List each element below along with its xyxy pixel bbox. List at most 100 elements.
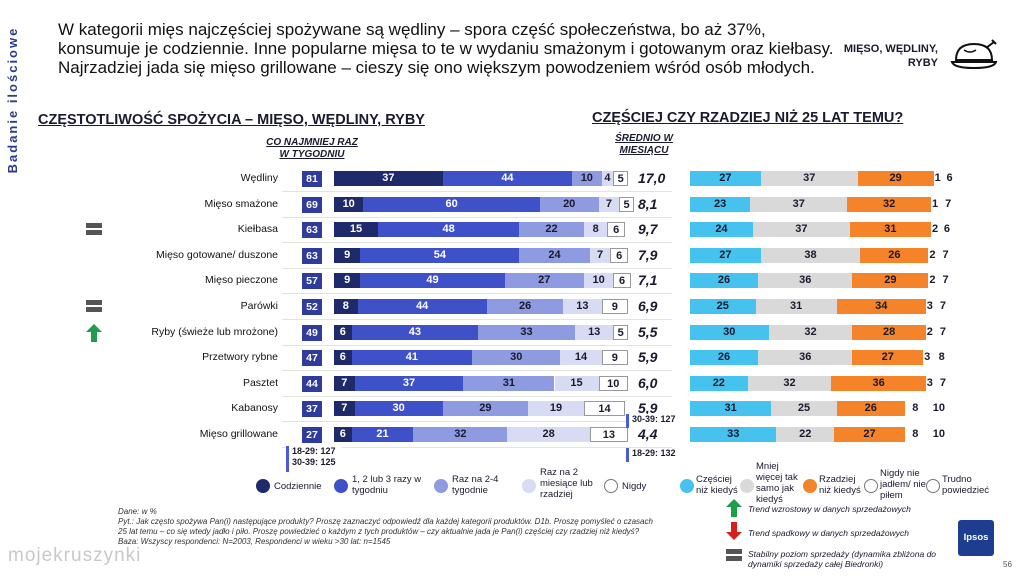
monthly-average: 5,9 xyxy=(638,349,658,366)
bar-segment: 4 xyxy=(601,171,614,186)
bar-segment: 9 xyxy=(601,350,628,366)
monthly-average: 9,7 xyxy=(638,221,658,238)
change-segment: 3 xyxy=(923,350,932,366)
page-number: 56 xyxy=(1003,560,1012,569)
change-segment: 33 xyxy=(690,427,777,442)
change-segment: 30 xyxy=(690,324,769,340)
change-segment: 32 xyxy=(768,324,853,340)
bar-segment: 37 xyxy=(354,375,464,391)
trend-down-legend: Trend spadkowy w danych sprzedażowych xyxy=(748,528,909,538)
weekly-total: 49 xyxy=(302,324,322,341)
footnote-data: Dane: w % xyxy=(118,507,157,516)
bar-segment: 31 xyxy=(463,375,555,391)
monthly-average: 8,1 xyxy=(638,195,658,212)
bar-segment: 14 xyxy=(583,401,626,417)
legend-hard: Trudno powiedzieć xyxy=(942,474,989,496)
weekly-total: 63 xyxy=(302,247,322,264)
weekly-total: 63 xyxy=(302,222,322,239)
change-segment: 29 xyxy=(857,171,934,186)
bar-segment: 8 xyxy=(334,299,358,314)
row-divider xyxy=(282,191,672,192)
bar-segment: 5 xyxy=(613,324,628,340)
change-segment: 29 xyxy=(852,273,929,289)
row-divider xyxy=(282,293,672,295)
legend-swatch-not-eaten xyxy=(864,479,878,493)
row-divider xyxy=(282,395,672,397)
trend-stable-icon xyxy=(86,223,102,236)
legend-same: Mniej więcej tak samo jak kiedyś xyxy=(756,461,798,505)
change-segment: 31 xyxy=(755,299,837,314)
trend-up-arrow-icon xyxy=(86,323,102,342)
bar-segment: 10 xyxy=(334,196,364,212)
change-segment: 2 xyxy=(928,247,937,263)
change-segment: 37 xyxy=(760,171,858,186)
change-segment: 2 xyxy=(925,324,934,340)
change-segment: 7 xyxy=(936,273,955,289)
bar-segment: 29 xyxy=(442,401,529,417)
change-segment: 26 xyxy=(690,273,759,289)
legend-swatch-daily xyxy=(256,479,270,493)
bar-segment: 44 xyxy=(357,299,487,314)
change-segment: 7 xyxy=(933,324,953,340)
change-segment: 26 xyxy=(836,401,905,417)
weekly-subheading: CO NAJMNIEJ RAZ W TYGODNIU xyxy=(266,137,358,160)
bar-segment: 24 xyxy=(519,247,590,263)
bar-segment: 20 xyxy=(539,196,599,212)
bar-segment: 49 xyxy=(360,273,505,289)
change-segment: 6 xyxy=(939,222,955,238)
bar-segment: 54 xyxy=(360,247,520,263)
bar-segment: 32 xyxy=(413,427,508,442)
legend-more: Częściej niż kiedyś xyxy=(696,474,738,496)
bar-segment: 13 xyxy=(589,427,628,442)
monthly-average: 7,9 xyxy=(638,246,658,263)
change-segment: 38 xyxy=(760,247,861,263)
bar-segment: 44 xyxy=(442,171,573,186)
bar-segment: 7 xyxy=(598,196,620,212)
bar-segment: 9 xyxy=(601,299,628,314)
avg-subheading: ŚREDNIO W MIESIĄCU xyxy=(615,133,673,156)
bar-segment: 22 xyxy=(519,222,584,238)
bar-segment: 26 xyxy=(486,299,564,314)
row-label: Mięso grillowane xyxy=(199,428,278,440)
bar-segment: 10 xyxy=(598,375,628,391)
change-segment: 2 xyxy=(928,273,937,289)
change-segment: 26 xyxy=(690,350,759,366)
legend-swatch-rare xyxy=(522,479,536,493)
change-segment: 8 xyxy=(904,401,926,417)
bar-segment: 28 xyxy=(507,427,590,442)
change-segment: 31 xyxy=(849,222,932,238)
row-divider xyxy=(282,242,672,244)
monthly-average: 4,4 xyxy=(638,426,658,442)
change-segment: 32 xyxy=(747,375,832,391)
change-segment: 27 xyxy=(690,171,761,186)
legend-swatch-same xyxy=(740,479,754,493)
row-label: Mięso gotowane/ duszone xyxy=(156,248,278,261)
bar-segment: 6 xyxy=(613,273,631,289)
row-divider xyxy=(282,344,672,346)
monthly-average: 7,1 xyxy=(638,272,658,289)
grill-avg-age-note: 18-29: 132 xyxy=(626,448,682,462)
grill-age-note: 18-29: 127 30-39: 125 xyxy=(286,446,342,472)
row-label: Kabanosy xyxy=(231,402,278,415)
trend-stable-legend: Stabilny poziom sprzedaży (dynamika zbli… xyxy=(748,549,937,569)
weekly-total: 81 xyxy=(302,171,322,187)
bar-segment: 43 xyxy=(351,324,479,340)
change-segment: 22 xyxy=(690,375,748,391)
change-segment: 23 xyxy=(690,196,751,212)
bar-segment: 6 xyxy=(334,350,352,366)
bar-segment: 60 xyxy=(363,196,540,212)
change-segment: 7 xyxy=(936,247,955,263)
change-segment: 7 xyxy=(939,196,958,212)
bar-segment: 10 xyxy=(572,171,602,186)
change-segment: 3 xyxy=(925,299,934,314)
left-chart-title: CZĘSTOTLIWOŚĆ SPOŻYCIA – MIĘSO, WĘDLINY,… xyxy=(38,112,425,128)
trend-up-legend: Trend wzrostowy w danych sprzedażowych xyxy=(748,504,911,514)
row-label: Ryby (świeże lub mrożone) xyxy=(151,325,278,338)
weekly-total: 69 xyxy=(302,196,322,213)
weekly-total: 44 xyxy=(302,375,322,392)
side-band: Badanie ilościowe xyxy=(0,0,28,576)
bar-segment: 13 xyxy=(563,299,602,314)
row-label: Pasztet xyxy=(242,376,278,389)
monthly-average: 5,9 xyxy=(638,400,658,417)
row-divider xyxy=(282,421,672,423)
